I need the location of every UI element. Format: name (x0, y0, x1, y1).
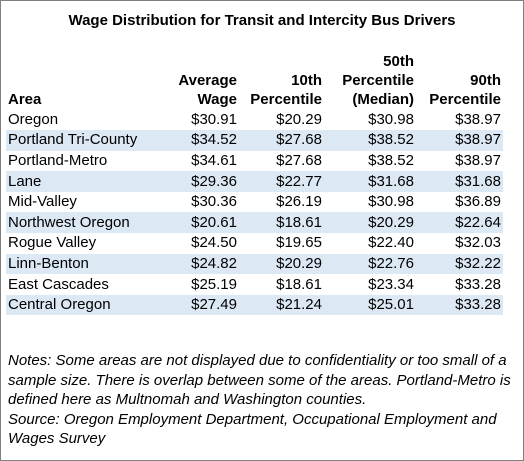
cell-90th-percentile: $38.97 (455, 110, 501, 128)
cell-median: $25.01 (368, 296, 414, 314)
cell-10th-percentile: $19.65 (276, 234, 322, 252)
table-row: Rogue Valley $24.50 $19.65 $22.40 $32.03 (6, 233, 503, 254)
table-row: Oregon $30.91 $20.29 $30.98 $38.97 (6, 109, 503, 130)
cell-area: Central Oregon (8, 296, 111, 314)
cell-10th-percentile: $18.61 (276, 213, 322, 231)
cell-median: $30.98 (368, 193, 414, 211)
table-row: Portland Tri-County $34.52 $27.68 $38.52… (6, 130, 503, 151)
cell-area: Portland-Metro (8, 151, 108, 169)
cell-area: Oregon (8, 110, 59, 128)
cell-10th-percentile: $18.61 (276, 275, 322, 293)
wage-table: Area Average Wage 10th Percentile 50th P… (6, 51, 503, 316)
cell-area: Northwest Oregon (8, 213, 130, 231)
table-row: Linn-Benton $24.82 $20.29 $22.76 $32.22 (6, 253, 503, 275)
cell-median: $23.34 (368, 275, 414, 293)
cell-10th-percentile: $27.68 (276, 151, 322, 169)
cell-90th-percentile: $31.68 (455, 172, 501, 190)
header-10th-percentile: 10th Percentile (239, 51, 324, 110)
cell-average-wage: $30.91 (191, 110, 237, 128)
cell-median: $38.52 (368, 131, 414, 149)
cell-10th-percentile: $20.29 (276, 110, 322, 128)
header-average-wage: Average Wage (162, 51, 239, 110)
cell-90th-percentile: $38.97 (455, 151, 501, 169)
cell-90th-percentile: $33.28 (455, 296, 501, 314)
cell-area: Mid-Valley (8, 193, 77, 211)
cell-median: $31.68 (368, 172, 414, 190)
table-row: Lane $29.36 $22.77 $31.68 $31.68 (6, 171, 503, 192)
table-title: Wage Distribution for Transit and Interc… (68, 12, 456, 29)
cell-10th-percentile: $26.19 (276, 193, 322, 211)
cell-90th-percentile: $33.28 (455, 275, 501, 293)
cell-90th-percentile: $32.03 (455, 234, 501, 252)
cell-10th-percentile: $27.68 (276, 131, 322, 149)
cell-average-wage: $20.61 (191, 213, 237, 231)
source-text: Source: Oregon Employment Department, Oc… (8, 410, 497, 448)
header-50th-percentile: 50th Percentile (Median) (324, 51, 416, 110)
cell-average-wage: $34.52 (191, 131, 237, 149)
cell-10th-percentile: $22.77 (276, 172, 322, 190)
header-area: Area (6, 51, 162, 110)
cell-median: $38.52 (368, 151, 414, 169)
header-90th-percentile: 90th Percentile (416, 51, 503, 110)
cell-median: $22.40 (368, 234, 414, 252)
cell-area: Portland Tri-County (8, 131, 138, 149)
header-row: Area Average Wage 10th Percentile 50th P… (6, 51, 503, 110)
cell-median: $30.98 (368, 110, 414, 128)
cell-10th-percentile: $21.24 (276, 296, 322, 314)
cell-average-wage: $27.49 (191, 296, 237, 314)
cell-median: $20.29 (368, 213, 414, 231)
cell-90th-percentile: $22.64 (455, 213, 501, 231)
cell-average-wage: $24.50 (191, 234, 237, 252)
cell-10th-percentile: $20.29 (276, 254, 322, 272)
notes-text: Notes: Some areas are not displayed due … (8, 352, 511, 408)
cell-average-wage: $30.36 (191, 193, 237, 211)
table-row: Portland-Metro $34.61 $27.68 $38.52 $38.… (6, 151, 503, 172)
cell-90th-percentile: $36.89 (455, 193, 501, 211)
cell-average-wage: $34.61 (191, 151, 237, 169)
cell-average-wage: $25.19 (191, 275, 237, 293)
table-row: Mid-Valley $30.36 $26.19 $30.98 $36.89 (6, 192, 503, 213)
table-row: Northwest Oregon $20.61 $18.61 $20.29 $2… (6, 212, 503, 234)
cell-average-wage: $29.36 (191, 172, 237, 190)
cell-area: Lane (8, 172, 42, 190)
cell-area: East Cascades (8, 275, 109, 293)
table-row: Central Oregon $27.49 $21.24 $25.01 $33.… (6, 294, 503, 316)
table-row: East Cascades $25.19 $18.61 $23.34 $33.2… (6, 274, 503, 295)
cell-average-wage: $24.82 (191, 254, 237, 272)
cell-90th-percentile: $38.97 (455, 131, 501, 149)
cell-median: $22.76 (368, 254, 414, 272)
cell-area: Linn-Benton (8, 254, 89, 272)
table-footnotes: Notes: Some areas are not displayed due … (8, 351, 513, 449)
cell-area: Rogue Valley (8, 234, 97, 252)
cell-90th-percentile: $32.22 (455, 254, 501, 272)
